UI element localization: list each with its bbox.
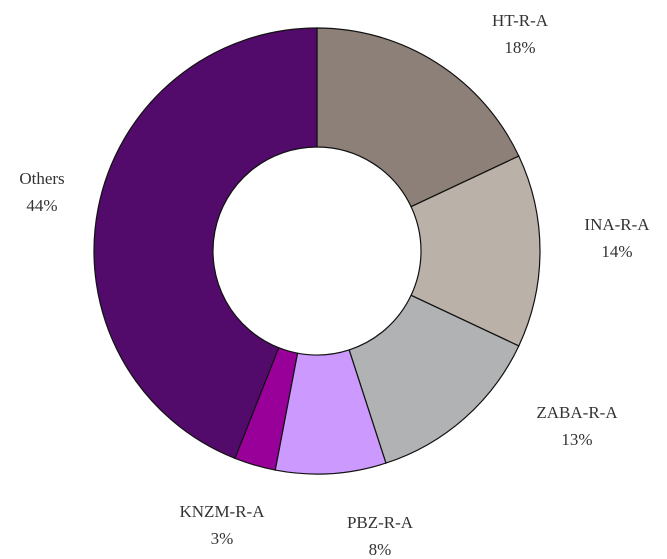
slice-value-label: 3%	[211, 529, 234, 548]
slice-label: Others	[19, 169, 64, 188]
donut-slice	[410, 155, 541, 347]
slice-value-label: 44%	[26, 196, 57, 215]
slice-value-label: 8%	[369, 540, 392, 559]
slice-value-label: 18%	[504, 38, 535, 57]
slice-value-label: 13%	[561, 430, 592, 449]
slice-label: KNZM-R-A	[180, 502, 266, 521]
slice-value-label: 14%	[601, 242, 632, 261]
slice-label: PBZ-R-A	[347, 513, 414, 532]
slice-label: HT-R-A	[492, 11, 549, 30]
slice-label: INA-R-A	[584, 215, 650, 234]
donut-slice	[93, 27, 318, 460]
donut-slice	[348, 294, 520, 464]
slice-label: ZABA-R-A	[536, 403, 618, 422]
donut-slice	[316, 27, 520, 208]
